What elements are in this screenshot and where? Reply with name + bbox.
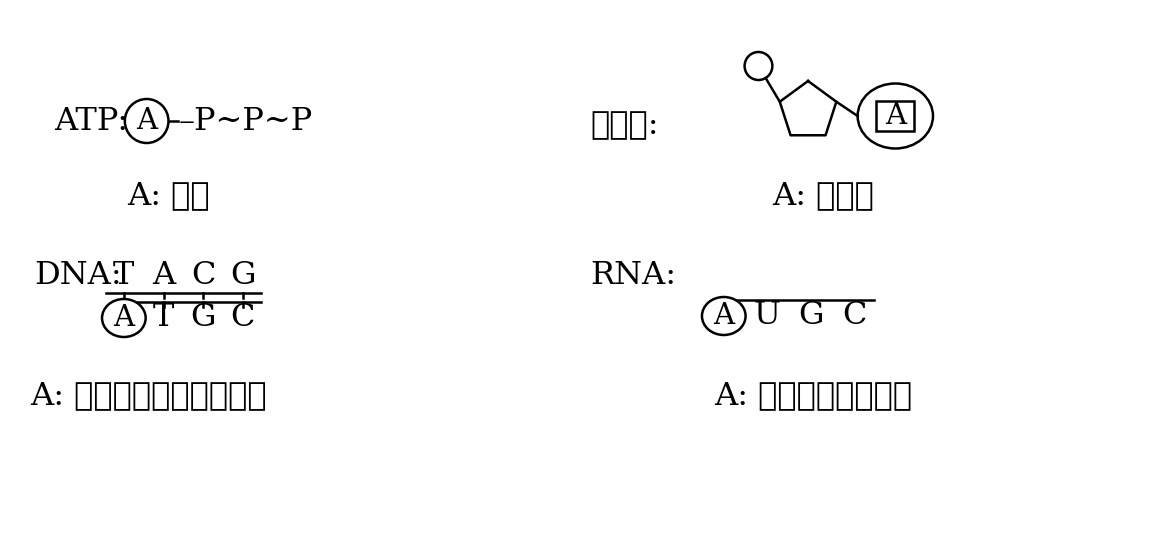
Text: A: A [136,107,157,135]
Text: G: G [230,260,255,292]
Text: U: U [753,300,780,331]
Text: A: 腺嘘咆脱氧核糖核苷酸: A: 腺嘘咆脱氧核糖核苷酸 [30,381,267,412]
Text: C: C [230,302,255,334]
Text: A: 腺嘘咆: A: 腺嘘咆 [772,181,874,211]
Text: DNA:: DNA: [35,260,122,292]
Text: A: A [885,102,906,130]
Ellipse shape [702,297,745,335]
FancyBboxPatch shape [876,101,914,131]
Text: C: C [842,300,867,331]
Text: G: G [191,302,216,334]
Ellipse shape [102,299,145,337]
Text: A: A [152,260,175,292]
Text: RNA:: RNA: [590,260,676,292]
Text: ATP:: ATP: [55,105,129,136]
Text: T: T [153,302,174,334]
Text: A: A [113,304,135,332]
Text: 核苷酸:: 核苷酸: [590,110,659,141]
Circle shape [125,99,168,143]
Text: C: C [191,260,215,292]
Text: A: A [714,302,735,330]
Text: –P~P~P: –P~P~P [178,105,312,136]
Text: A: 腺嘘咆核糖核苷酸: A: 腺嘘咆核糖核苷酸 [714,381,913,412]
Text: G: G [798,300,824,331]
Text: A: 腺苷: A: 腺苷 [128,181,209,211]
Text: T: T [113,260,135,292]
